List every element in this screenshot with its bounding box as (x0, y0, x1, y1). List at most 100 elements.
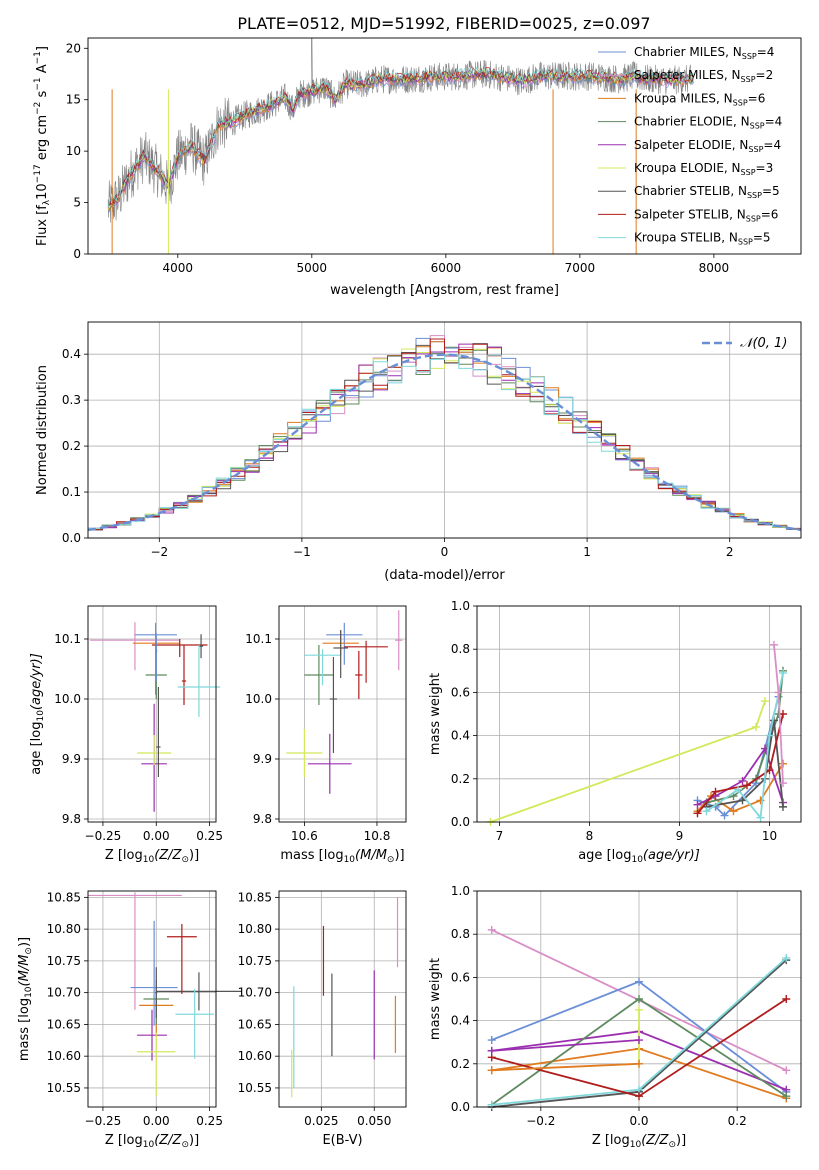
x-tick-label: 5000 (297, 261, 328, 275)
y-tick-label: 0.4 (62, 347, 81, 361)
y-tick-label: 10.0 (245, 692, 272, 706)
y-tick-label: 0.4 (451, 1014, 470, 1028)
legend-label: Salpeter ELODIE, NSSP=4 (634, 138, 781, 154)
x-tick-label: 7000 (565, 261, 596, 275)
y-tick-label: 10.80 (47, 922, 81, 936)
series-marker (487, 1046, 496, 1055)
series-marker (770, 640, 778, 649)
series-marker (738, 776, 747, 785)
y-tick-label: 10.55 (47, 1081, 81, 1095)
x-tick-label: 0.00 (143, 829, 170, 843)
y-tick-label: 10.75 (47, 954, 81, 968)
x-tick-label: 0.25 (196, 1114, 223, 1128)
spectrum-plot: 4000 5000 6000 7000 8000 0 5 10 15 20 Chabrier MIL… (33, 37, 802, 298)
y-tick-label: 10.65 (47, 1017, 81, 1031)
legend-label: Salpeter STELIB, NSSP=6 (634, 207, 778, 223)
x-tick-label: −0.25 (85, 829, 122, 843)
x-tick-label: −2 (150, 545, 168, 559)
y-tick-label: 10.70 (47, 986, 81, 1000)
y-tick-label: 10.60 (238, 1049, 272, 1063)
histogram-step-line (88, 348, 801, 530)
y-tick-label: 10.75 (238, 954, 272, 968)
y-axis-label: mass weight (428, 673, 443, 755)
x-tick-label: 0.050 (357, 1114, 391, 1128)
legend-label: Kroupa STELIB, NSSP=5 (634, 231, 771, 247)
y-tick-label: 10 (66, 144, 81, 158)
y-tick-label: 15 (66, 93, 81, 107)
massweight-vs-metallicity-plot: −0.2 0.0 0.2 0.0 0.2 0.4 0.6 0.8 1.0 Z [log10(Z/Z… (428, 884, 802, 1150)
x-axis-label: wavelength [Angstrom, rest frame] (330, 283, 559, 298)
legend-label: Salpeter MILES, NSSP=2 (634, 68, 773, 84)
spectrum-model-line (107, 69, 694, 207)
normal-curve-line (87, 353, 802, 532)
series-line (491, 1062, 640, 1072)
series-marker (635, 1059, 643, 1068)
axes-frame (476, 605, 802, 823)
axes-frame (476, 890, 802, 1108)
axes-frame (87, 37, 802, 255)
legend-label: Chabrier ELODIE, NSSP=4 (634, 115, 782, 131)
series-marker (711, 787, 720, 796)
series-marker (782, 953, 791, 962)
series-marker (635, 1005, 643, 1014)
x-axis-label: Z [log10(Z/Z⊙)] (105, 848, 199, 865)
x-axis-label: mass [log10(M/M⊙)] (280, 848, 404, 865)
spectrum-model-line (108, 68, 694, 206)
x-axis-label: age [log10(age/yr)] (578, 848, 700, 865)
y-tick-label: 0.6 (451, 970, 470, 984)
y-tick-label: 9.9 (253, 752, 272, 766)
series-marker (738, 796, 747, 805)
series-marker (487, 925, 496, 934)
x-tick-label: 1 (583, 545, 591, 559)
series-marker (487, 1066, 496, 1075)
series-marker (779, 779, 787, 788)
y-tick-label: 9.8 (253, 812, 272, 826)
x-axis-label: Z [log10(Z/Z⊙)] (592, 1133, 686, 1150)
y-tick-label: 9.9 (62, 752, 81, 766)
y-tick-label: 20 (66, 41, 81, 55)
y-tick-label: 0.8 (451, 927, 470, 941)
series-marker (734, 785, 742, 794)
y-tick-label: 10.85 (47, 890, 81, 904)
mass-vs-ebv-plot: 0.025 0.050 10.55 10.60 10.65 10.70 10.75 10.80… (238, 890, 407, 1148)
series-marker (635, 977, 643, 986)
age-vs-mass-plot: 10.6 10.8 9.8 9.9 10.0 10.1 mass [log10(M/M⊙)] (245, 605, 407, 865)
y-tick-label: 10.55 (238, 1081, 272, 1095)
y-tick-label: 10.70 (238, 986, 272, 1000)
x-axis-label: Z [log10(Z/Z⊙)] (105, 1133, 199, 1150)
x-tick-label: 0.2 (728, 1114, 747, 1128)
series-line (491, 1039, 640, 1052)
x-tick-label: −0.25 (85, 1114, 122, 1128)
x-tick-label: 0 (441, 545, 449, 559)
axes-frame (87, 321, 802, 539)
y-axis-label: mass weight (428, 958, 443, 1040)
y-axis-label: age [log10(age/yr)] (29, 653, 46, 775)
series-marker (765, 731, 774, 740)
y-tick-label: 0.8 (451, 642, 470, 656)
y-tick-label: 1.0 (451, 599, 470, 613)
series-marker (765, 766, 774, 775)
x-tick-label: 10.6 (291, 829, 318, 843)
x-tick-label: 6000 (431, 261, 462, 275)
spectrum-model-line (107, 72, 694, 214)
axes-frame (278, 890, 407, 1108)
x-axis-label: E(B-V) (322, 1133, 362, 1148)
y-tick-label: 1.0 (451, 884, 470, 898)
y-tick-label: 10.85 (238, 890, 272, 904)
legend-label: Kroupa ELODIE, NSSP=3 (634, 161, 773, 177)
y-tick-label: 0.2 (451, 772, 470, 786)
figure-title: PLATE=0512, MJD=51992, FIBERID=0025, z=0… (237, 14, 650, 33)
y-tick-label: 10.60 (47, 1049, 81, 1063)
y-axis-label: mass [log10(M/M⊙)] (17, 937, 34, 1061)
axes-frame (87, 605, 217, 823)
x-tick-label: 0.00 (143, 1114, 170, 1128)
y-tick-label: 5 (73, 196, 81, 210)
x-tick-label: 7 (496, 829, 504, 843)
y-tick-label: 0.2 (451, 1057, 470, 1071)
x-tick-label: 4000 (163, 261, 194, 275)
x-tick-label: 2 (726, 545, 734, 559)
series-marker (635, 1092, 643, 1101)
y-axis-label: Flux [fλ10−17 erg cm−2 s−1 A−1] (33, 46, 52, 246)
x-tick-label: −0.2 (526, 1114, 555, 1128)
